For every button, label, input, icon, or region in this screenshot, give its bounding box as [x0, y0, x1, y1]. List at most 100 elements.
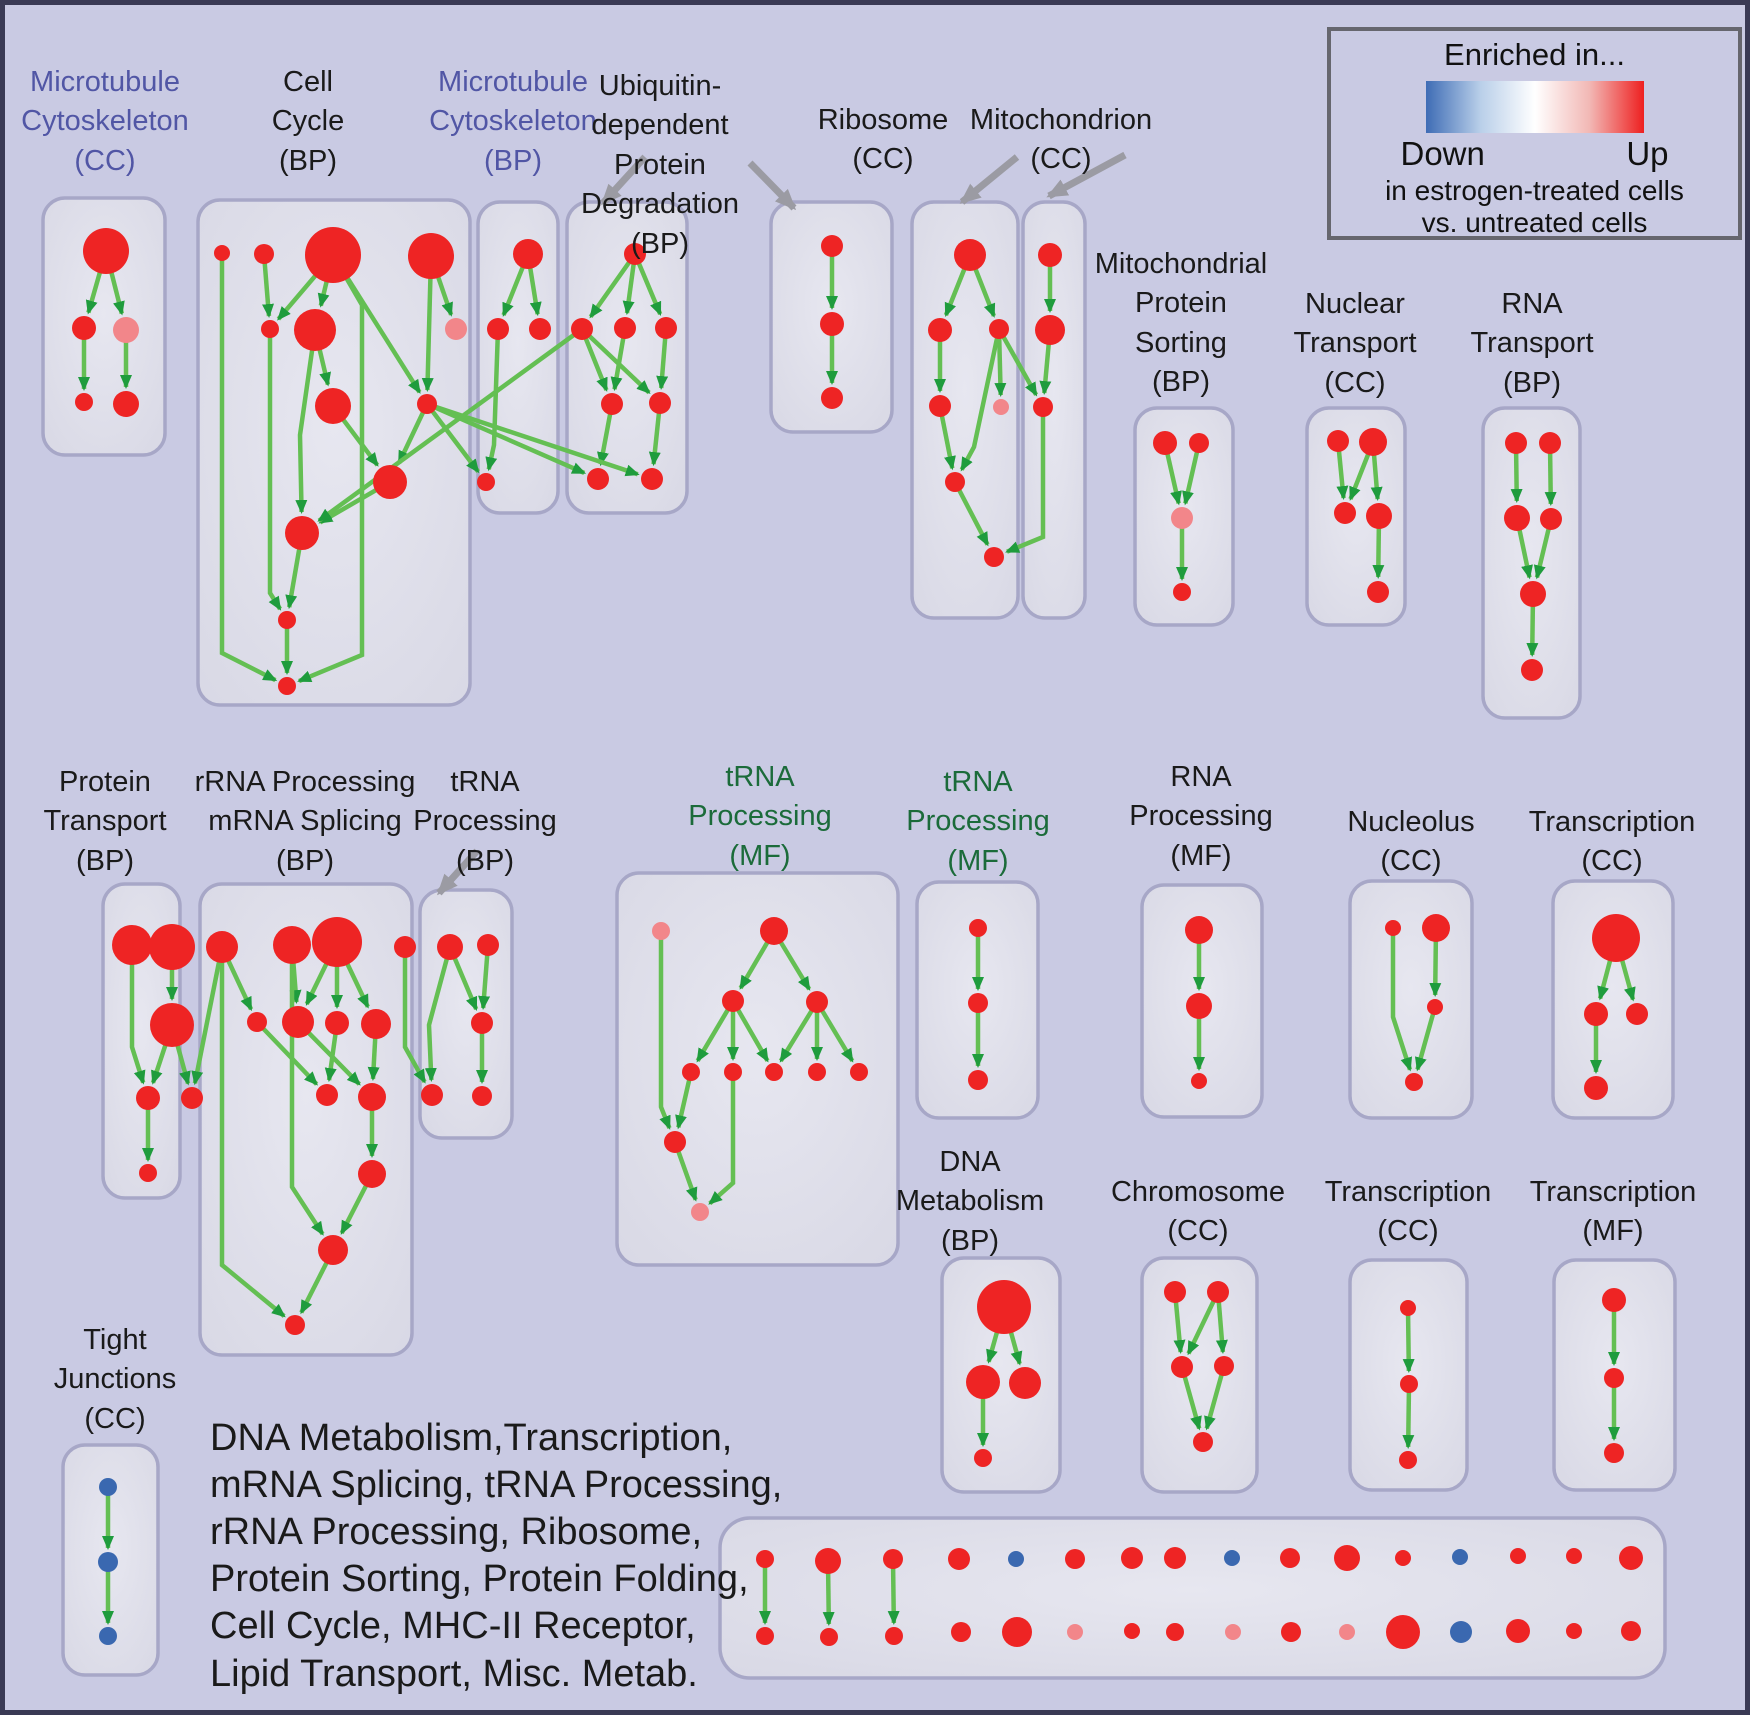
go-term-node-red [318, 1235, 348, 1265]
edge-arrow [402, 947, 427, 1084]
go-term-node-red [254, 244, 274, 264]
go-term-node-red [850, 1063, 868, 1081]
label-pointer-arrow [747, 160, 797, 211]
go-term-node-red [1505, 432, 1527, 454]
go-term-node-red [1385, 920, 1401, 936]
go-term-node-pink [1171, 507, 1193, 529]
go-term-node-red [1164, 1547, 1186, 1569]
edge-arrow [485, 328, 501, 472]
edge-arrow [1182, 442, 1202, 506]
go-term-node-red [1327, 430, 1349, 452]
edge-arrow [658, 931, 672, 1130]
go-term-node-red [984, 547, 1004, 567]
go-term-node-blue [1224, 1550, 1240, 1566]
go-term-node-red [968, 993, 988, 1013]
edge-arrow [588, 252, 637, 319]
edge-arrow [887, 1558, 900, 1626]
go-term-node-pink [652, 922, 670, 940]
go-term-node-red [273, 926, 311, 964]
go-term-node-pink [1225, 1624, 1241, 1640]
go-term-node-red [765, 1063, 783, 1081]
go-term-node-red [1191, 1073, 1207, 1089]
edge-arrow [129, 945, 146, 1085]
go-term-node-red [358, 1160, 386, 1188]
go-term-node-red [278, 611, 296, 629]
go-term-node-red [1400, 1375, 1418, 1393]
edge-arrow [396, 403, 430, 465]
edge-arrow [708, 1072, 736, 1206]
go-term-node-red [808, 1063, 826, 1081]
go-term-node-red [945, 472, 965, 492]
go-term-node-red [966, 1365, 1000, 1399]
cluster-box-rna_transport [1481, 406, 1582, 720]
edge-arrow [219, 947, 286, 1318]
go-term-node-red [316, 1084, 338, 1106]
go-term-node-red [150, 1003, 194, 1047]
go-term-node-red [408, 233, 454, 279]
go-term-node-red [1033, 397, 1053, 417]
edge-arrow [424, 946, 453, 1083]
go-term-node-red [724, 1063, 742, 1081]
cluster-box-transcription_cc1 [1551, 879, 1675, 1120]
go-term-node-red [1035, 315, 1065, 345]
go-term-node-red [1399, 1451, 1417, 1469]
go-term-node-red [1173, 583, 1191, 601]
go-term-node-red [1124, 1623, 1140, 1639]
go-term-node-red [1395, 1550, 1411, 1566]
go-term-node-red [1153, 431, 1177, 455]
go-term-node-red [1621, 1621, 1641, 1641]
go-term-node-red [294, 309, 336, 351]
edge-arrow [731, 999, 770, 1063]
go-term-node-pink [691, 1203, 709, 1221]
go-term-node-red [1506, 1619, 1530, 1643]
cluster-box-trna_mf1 [615, 871, 900, 1267]
go-term-node-red [1386, 1615, 1420, 1649]
go-term-node-red [1405, 1073, 1423, 1091]
go-term-node-red [247, 1012, 267, 1032]
edge-arrow [695, 999, 735, 1063]
edge-arrow [994, 328, 1007, 398]
go-term-node-red [806, 991, 828, 1013]
label-pointer-arrow [600, 154, 648, 206]
go-term-node-red [394, 936, 416, 958]
go-term-node-red [587, 468, 609, 490]
go-term-node-blue [1450, 1621, 1472, 1643]
go-term-node-blue [99, 1627, 117, 1645]
go-term-node-red [571, 318, 593, 340]
go-term-node-red [471, 1012, 493, 1034]
go-term-node-red [1189, 433, 1209, 453]
edge-arrow [1204, 1365, 1227, 1431]
legend-title: Enriched in... [1444, 37, 1625, 72]
go-term-node-red [312, 917, 362, 967]
edge-arrow [815, 1000, 855, 1063]
edge-arrow [297, 253, 365, 684]
edge-arrow [267, 329, 282, 611]
go-term-node-pink [1067, 1624, 1083, 1640]
go-term-node-red [1584, 1076, 1608, 1100]
cluster-box-transcription_cc2 [1348, 1258, 1469, 1492]
go-term-node-red [139, 1164, 157, 1182]
go-term-node-red [1207, 1281, 1229, 1303]
label-pointer-arrow [1046, 151, 1127, 200]
go-term-node-red [113, 391, 139, 417]
go-term-node-blue [99, 1478, 117, 1496]
go-term-node-red [1540, 508, 1562, 530]
go-term-node-red [664, 1131, 686, 1153]
go-term-node-pink [445, 318, 467, 340]
go-term-node-red [325, 1011, 349, 1035]
legend-up-label: Up [1626, 135, 1669, 172]
go-term-node-red [1604, 1368, 1624, 1388]
go-term-node-red [1521, 659, 1543, 681]
go-term-node-red [1009, 1367, 1041, 1399]
legend-subtitle: in estrogen-treated cells vs. untreated … [1385, 175, 1684, 239]
edge-arrow [675, 1071, 694, 1130]
go-term-node-red [1400, 1300, 1416, 1316]
go-term-node-red [285, 516, 319, 550]
go-term-node-red [529, 318, 551, 340]
edge-arrow [1005, 407, 1046, 554]
cluster-box-mito [1021, 200, 1087, 620]
edge-arrow [1402, 1307, 1415, 1374]
edge-arrow [953, 480, 990, 547]
go-term-node-red [682, 1063, 700, 1081]
go-term-node-red [1185, 916, 1213, 944]
